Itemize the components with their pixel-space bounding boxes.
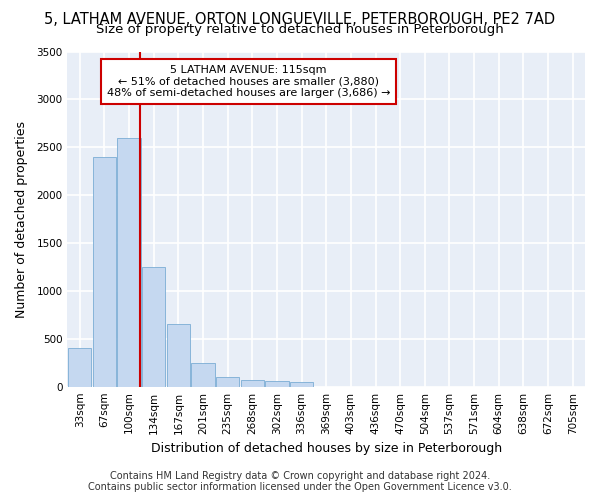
Y-axis label: Number of detached properties: Number of detached properties (15, 120, 28, 318)
Bar (118, 138, 141, 386)
Text: Contains HM Land Registry data © Crown copyright and database right 2024.
Contai: Contains HM Land Registry data © Crown c… (88, 471, 512, 492)
Bar (265, 381, 289, 386)
Bar (241, 380, 264, 386)
Bar (216, 377, 239, 386)
Bar (93, 157, 116, 386)
X-axis label: Distribution of detached houses by size in Peterborough: Distribution of detached houses by size … (151, 442, 502, 455)
Bar (68, 348, 91, 387)
Bar (142, 267, 166, 386)
Text: 5, LATHAM AVENUE, ORTON LONGUEVILLE, PETERBOROUGH, PE2 7AD: 5, LATHAM AVENUE, ORTON LONGUEVILLE, PET… (44, 12, 556, 28)
Text: 5 LATHAM AVENUE: 115sqm
← 51% of detached houses are smaller (3,880)
48% of semi: 5 LATHAM AVENUE: 115sqm ← 51% of detache… (107, 65, 391, 98)
Bar (290, 382, 313, 386)
Bar (167, 324, 190, 386)
Bar (191, 362, 215, 386)
Text: Size of property relative to detached houses in Peterborough: Size of property relative to detached ho… (96, 22, 504, 36)
